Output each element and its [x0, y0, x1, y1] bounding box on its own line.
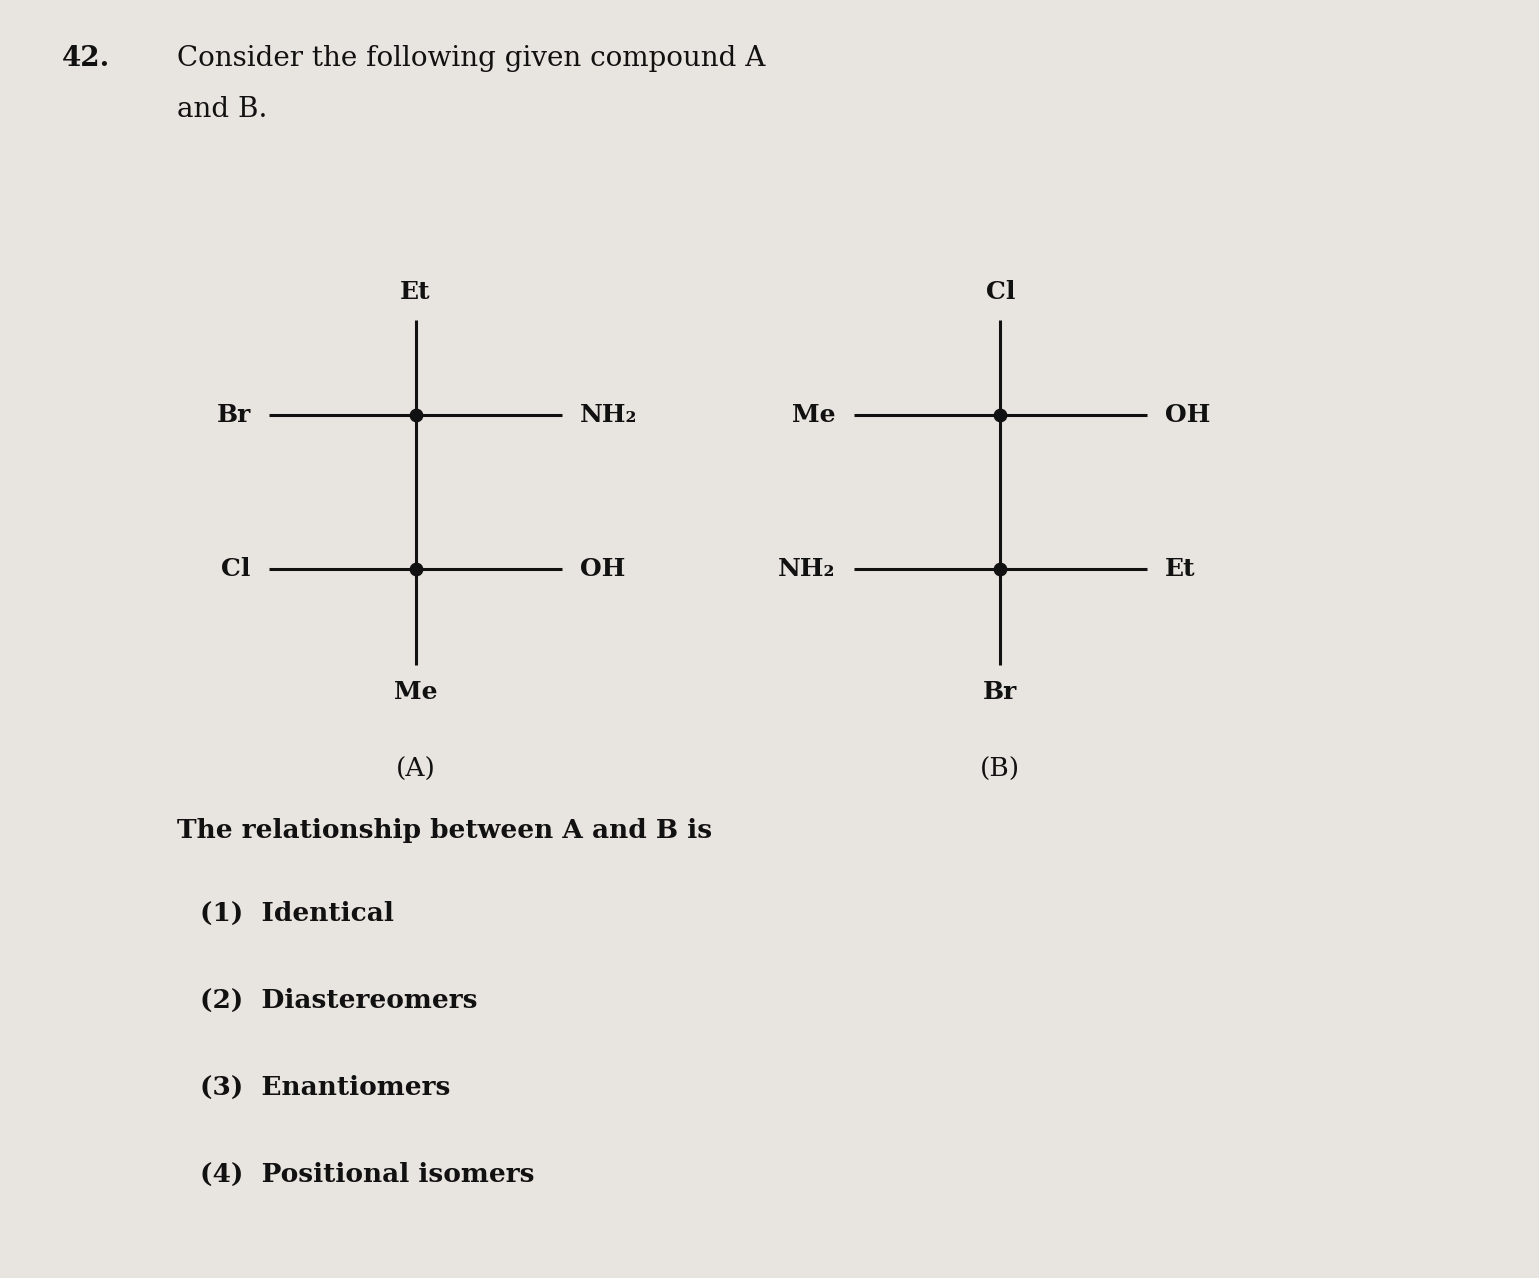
Text: Br: Br — [983, 680, 1017, 704]
Text: (1)  Identical: (1) Identical — [200, 901, 394, 927]
Text: (3)  Enantiomers: (3) Enantiomers — [200, 1075, 451, 1100]
Text: (A): (A) — [396, 757, 436, 782]
Point — [403, 558, 428, 579]
Point — [988, 405, 1013, 426]
Text: (2)  Diastereomers: (2) Diastereomers — [200, 988, 477, 1013]
Text: (B): (B) — [980, 757, 1020, 782]
Text: NH₂: NH₂ — [580, 404, 637, 427]
Text: The relationship between A and B is: The relationship between A and B is — [177, 818, 713, 843]
Text: Cl: Cl — [985, 280, 1016, 304]
Text: Me: Me — [793, 404, 836, 427]
Text: and B.: and B. — [177, 96, 268, 123]
Text: OH: OH — [580, 557, 625, 580]
Text: (4)  Positional isomers: (4) Positional isomers — [200, 1162, 534, 1187]
Text: 42.: 42. — [62, 45, 109, 72]
Text: Me: Me — [394, 680, 437, 704]
Text: Br: Br — [217, 404, 251, 427]
Text: Consider the following given compound A: Consider the following given compound A — [177, 45, 765, 72]
Text: OH: OH — [1165, 404, 1210, 427]
Point — [988, 558, 1013, 579]
Text: NH₂: NH₂ — [779, 557, 836, 580]
Text: Et: Et — [400, 280, 431, 304]
Text: Et: Et — [1165, 557, 1196, 580]
Text: Cl: Cl — [222, 557, 251, 580]
Point — [403, 405, 428, 426]
